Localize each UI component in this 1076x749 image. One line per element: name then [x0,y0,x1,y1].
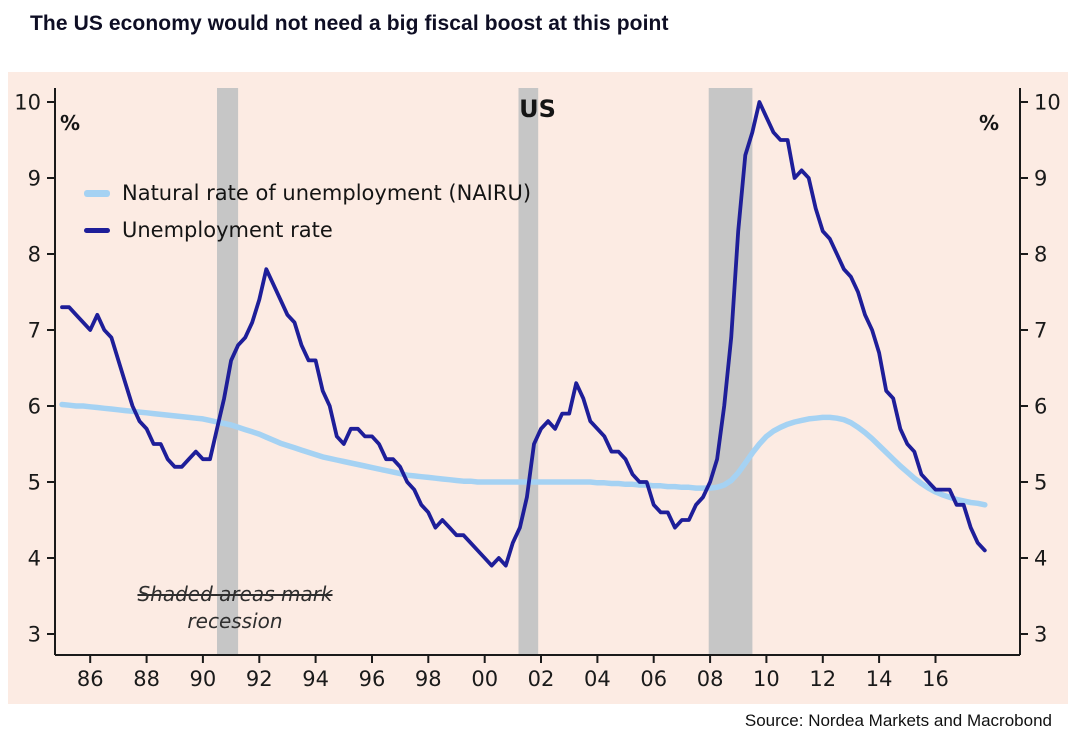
x-axis-tick-label: 98 [415,667,442,691]
y-axis-tick-label-right: 6 [1034,394,1047,418]
y-axis-tick-label-right: 10 [1034,90,1061,114]
y-axis-unit-left: % [60,111,81,135]
y-axis-tick-label-left: 10 [14,90,41,114]
x-axis-tick-label: 06 [640,667,667,691]
legend-item-nairu: Natural rate of unemployment (NAIRU) [84,181,531,205]
y-axis-tick-label-right: 3 [1034,622,1047,646]
recession-annotation: Shaded areas mark recession [100,581,370,632]
x-axis-tick-label: 94 [302,667,329,691]
y-axis-tick-label-right: 5 [1034,470,1047,494]
x-axis-tick-label: 12 [809,667,836,691]
y-axis-tick-label-right: 9 [1034,166,1047,190]
y-axis-tick-label-left: 9 [28,166,41,190]
x-axis-tick-label: 14 [866,667,893,691]
nairu-line-swatch [84,189,110,197]
y-axis-tick-label-right: 7 [1034,318,1047,342]
x-axis-tick-label: 92 [246,667,273,691]
unemployment-line-swatch [84,227,110,233]
x-axis-tick-label: 96 [359,667,386,691]
y-axis-tick-label-left: 3 [28,622,41,646]
source-note: Source: Nordea Markets and Macrobond [744,711,1052,730]
recession-band [518,88,539,655]
chart-legend: Natural rate of unemployment (NAIRU) Une… [84,181,531,242]
recession-annotation-line1: Shaded areas mark [137,582,333,606]
y-axis-tick-label-left: 7 [28,318,41,342]
y-axis-tick-label-left: 6 [28,394,41,418]
x-axis-tick-label: 10 [753,667,780,691]
legend-label-unemployment: Unemployment rate [122,218,333,242]
chart-title: US [519,95,556,123]
x-axis-tick-label: 08 [697,667,724,691]
x-axis-tick-label: 88 [133,667,160,691]
y-axis-unit-right: % [979,111,1000,135]
x-axis-tick-label: 02 [528,667,555,691]
y-axis-tick-label-left: 5 [28,470,41,494]
x-axis-tick-label: 16 [922,667,949,691]
x-axis-tick-label: 04 [584,667,611,691]
y-axis-tick-label-left: 4 [28,546,41,570]
legend-item-unemployment: Unemployment rate [84,218,531,242]
y-axis-tick-label-left: 8 [28,242,41,266]
x-axis-tick-label: 86 [77,667,104,691]
recession-band [708,88,753,655]
x-axis-tick-label: 00 [471,667,498,691]
nairu-line [59,401,988,508]
x-axis-tick-label: 90 [190,667,217,691]
page-title: The US economy would not need a big fisc… [30,12,669,35]
y-axis-tick-label-right: 4 [1034,546,1047,570]
unemployment-line [60,100,987,568]
y-axis-tick-label-right: 8 [1034,242,1047,266]
recession-annotation-line2: recession [187,609,283,632]
legend-label-nairu: Natural rate of unemployment (NAIRU) [122,181,532,205]
